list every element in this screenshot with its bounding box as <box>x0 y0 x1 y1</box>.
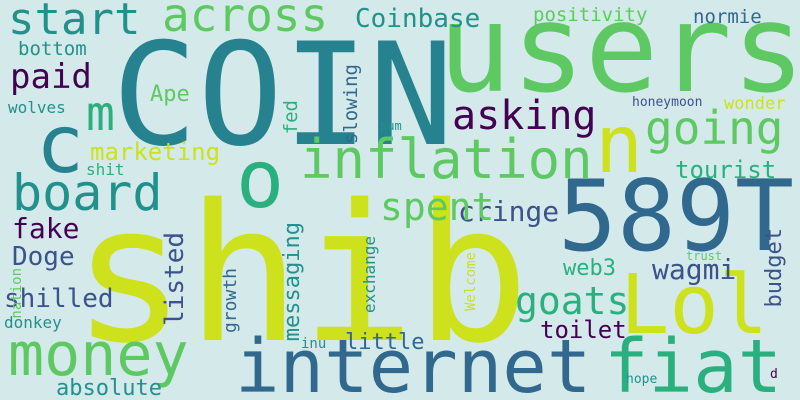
word-budget: budget <box>762 228 787 308</box>
word-coin: COIN <box>112 13 454 178</box>
word-ape: Ape <box>150 82 190 107</box>
word-slowing: slowing <box>340 64 362 145</box>
word-goats: goats <box>515 279 630 323</box>
word-board: board <box>12 164 163 222</box>
word-n: n <box>595 98 644 191</box>
word-start: start <box>8 0 141 45</box>
word-money: money <box>8 320 189 390</box>
word-marketing: marketing <box>90 138 221 166</box>
word-shib: shib <box>72 164 530 385</box>
word-fiat: fiat <box>604 324 783 400</box>
word-fed: fed <box>280 100 302 135</box>
word-paid: paid <box>10 57 92 97</box>
word-doge: Doge <box>12 242 75 272</box>
word-m: m <box>86 86 115 142</box>
word-growth: growth <box>220 268 241 334</box>
word-o: o <box>236 133 285 226</box>
word-little: little <box>345 330 425 355</box>
word-normie: normie <box>693 6 762 28</box>
word-coinbase: Coinbase <box>355 4 481 34</box>
word-cringe: cringe <box>458 195 560 228</box>
word-shit: shit <box>86 160 125 179</box>
word-hope: hope <box>626 372 658 387</box>
word-inu: inu <box>301 336 327 352</box>
word-positivity: positivity <box>533 4 648 26</box>
word-nation: nation <box>9 268 25 319</box>
word-internet: internet <box>235 324 592 400</box>
word-absolute: absolute <box>56 376 162 400</box>
word-donkey: donkey <box>4 313 62 332</box>
word-wagmi: wagmi <box>652 253 737 286</box>
word-inflation: inflation <box>300 128 593 191</box>
word-lol: Lol <box>620 258 769 353</box>
word-589t: 589T <box>558 160 795 274</box>
word-welcome: Welcome <box>463 252 479 312</box>
word-spent: spent <box>380 185 495 229</box>
word-going: going <box>645 101 784 155</box>
word-shilled: shilled <box>4 284 114 314</box>
word-messaging: messaging <box>280 222 305 342</box>
word-sum: sum <box>380 119 402 133</box>
word-listed: listed <box>160 232 190 326</box>
word-fake: fake <box>12 212 80 245</box>
word-c: c <box>36 98 85 191</box>
word-web3: web3 <box>563 256 616 281</box>
word-across: across <box>162 0 329 42</box>
word-wolves: wolves <box>8 98 66 117</box>
word-honeymoon: honeymoon <box>632 95 703 110</box>
word-bottom: bottom <box>18 38 87 60</box>
word-exchange: exchange <box>360 236 379 314</box>
word-d: d <box>770 367 778 382</box>
word-users: users <box>438 0 800 120</box>
word-trust: trust <box>686 249 723 263</box>
word-tourist: tourist <box>675 156 777 184</box>
word-wonder: wonder <box>724 94 786 114</box>
word-toilet: toilet <box>540 316 627 344</box>
word-asking: asking <box>452 93 597 139</box>
